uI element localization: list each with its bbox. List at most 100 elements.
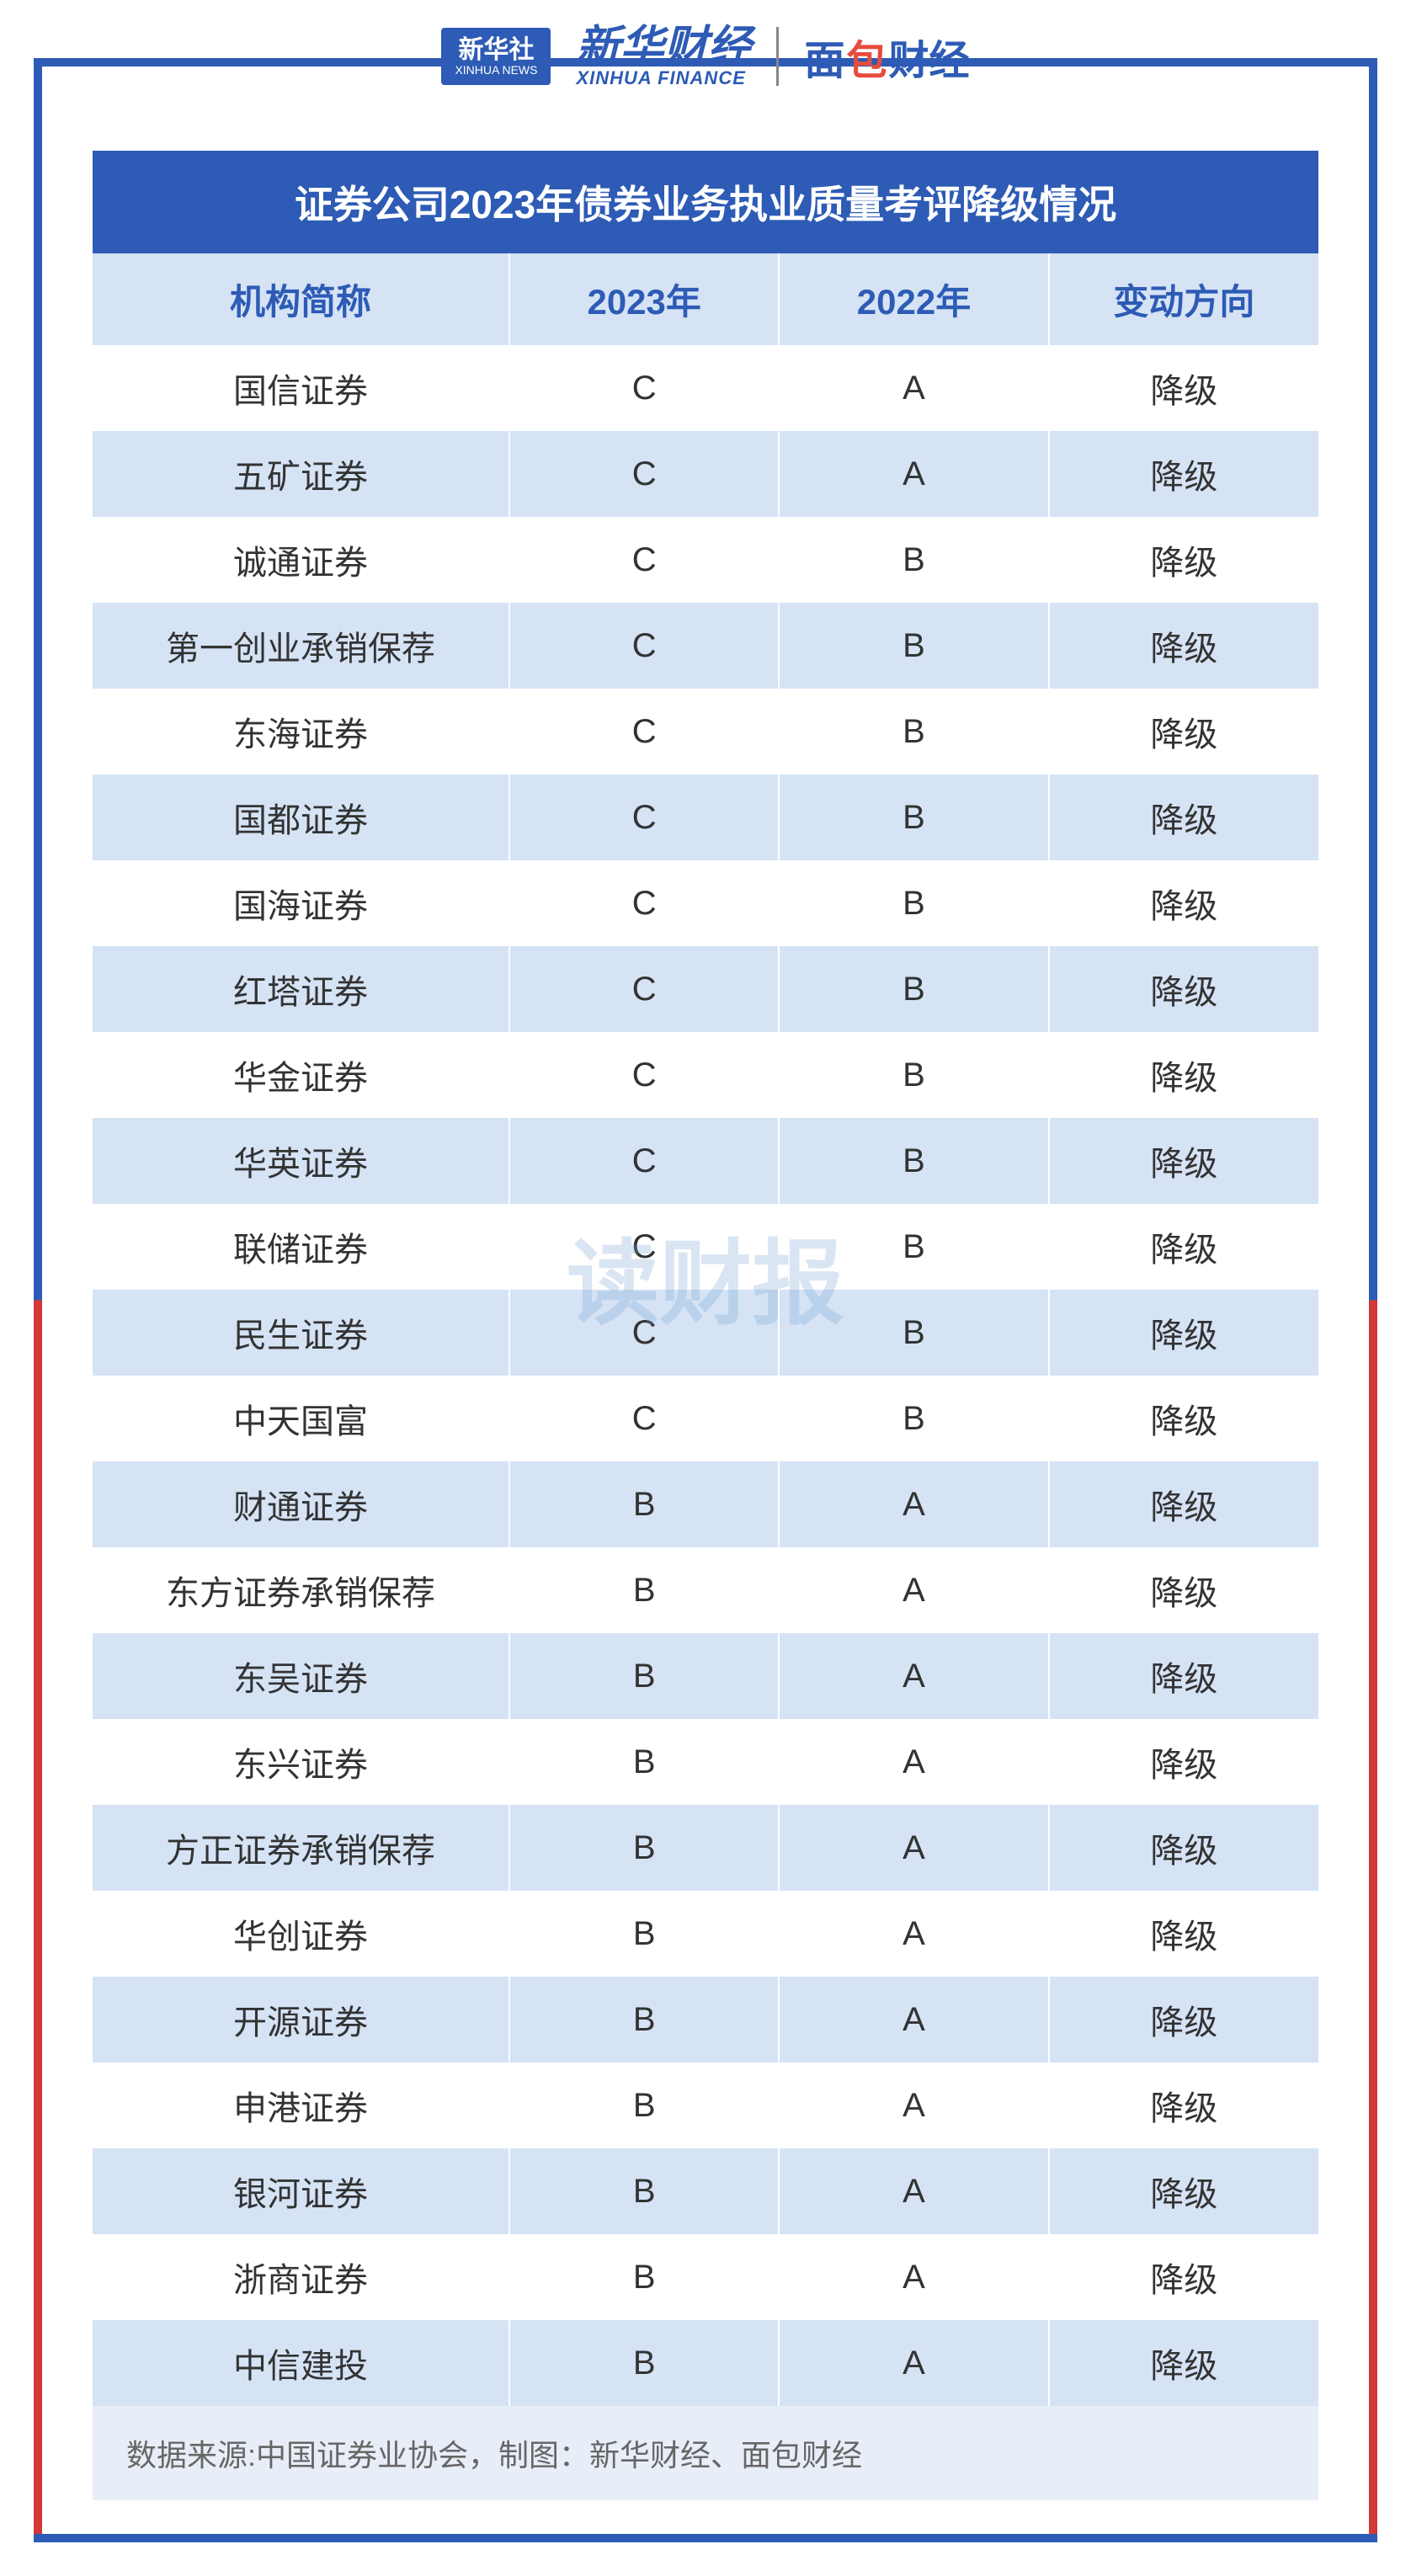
table-title: 证券公司2023年债券业务执业质量考评降级情况 [93,151,1318,253]
table-cell: B [509,2234,779,2320]
table-cell: B [509,1719,779,1805]
table-row: 中信建投BA降级 [93,2320,1318,2406]
table-cell: 降级 [1049,1547,1318,1633]
table-cell: A [779,1805,1048,1891]
table-row: 浙商证券BA降级 [93,2234,1318,2320]
table-cell: B [779,860,1048,946]
table-cell: 申港证券 [93,2062,509,2148]
table-cell: B [779,774,1048,860]
bread-char-1: 面 [804,27,844,86]
footer-note: 数据来源:中国证券业协会，制图：新华财经、面包财经 [93,2406,1318,2500]
table-cell: 中天国富 [93,1376,509,1461]
table-cell: 降级 [1049,689,1318,774]
table-cell: 民生证券 [93,1290,509,1376]
table-cell: 降级 [1049,946,1318,1032]
table-cell: 降级 [1049,431,1318,517]
table-row: 五矿证券CA降级 [93,431,1318,517]
table-cell: 五矿证券 [93,431,509,517]
table-cell: B [509,1633,779,1719]
table-cell: 国海证券 [93,860,509,946]
table-cell: C [509,1032,779,1118]
table-cell: C [509,603,779,689]
table-cell: B [509,2062,779,2148]
table-cell: B [509,1805,779,1891]
table-row: 东吴证券BA降级 [93,1633,1318,1719]
table-cell: 方正证券承销保荐 [93,1805,509,1891]
table-cell: 降级 [1049,1376,1318,1461]
table-row: 民生证券CB降级 [93,1290,1318,1376]
content-area: 读财报 证券公司2023年债券业务执业质量考评降级情况 机构简称 2023年 2 [34,67,1377,2534]
table-cell: 浙商证券 [93,2234,509,2320]
table-cell: B [509,2148,779,2234]
table-row: 申港证券BA降级 [93,2062,1318,2148]
xinhua-badge-sub: XINHUA NEWS [455,64,537,77]
table-header-row: 机构简称 2023年 2022年 变动方向 [93,253,1318,345]
table-row: 东兴证券BA降级 [93,1719,1318,1805]
table-row: 诚通证券CB降级 [93,517,1318,603]
table-cell: B [509,1461,779,1547]
table-cell: 降级 [1049,603,1318,689]
xinhua-main-text: 新华财经 [576,25,751,69]
table-cell: 降级 [1049,1461,1318,1547]
table-cell: B [779,603,1048,689]
table-cell: 降级 [1049,1290,1318,1376]
table-cell: 东方证券承销保荐 [93,1547,509,1633]
table-cell: 降级 [1049,2148,1318,2234]
table-cell: A [779,2062,1048,2148]
table-cell: A [779,1461,1048,1547]
table-cell: A [779,1633,1048,1719]
table-cell: A [779,2234,1048,2320]
table-cell: 降级 [1049,774,1318,860]
xinhua-badge-text: 新华社 [458,36,534,64]
table-cell: 红塔证券 [93,946,509,1032]
bread-char-3: 财经 [889,27,970,86]
table-cell: C [509,1376,779,1461]
table-cell: B [509,1891,779,1977]
col-header-2022: 2022年 [779,253,1048,345]
table-cell: C [509,774,779,860]
table-row: 第一创业承销保荐CB降级 [93,603,1318,689]
table-row: 国都证券CB降级 [93,774,1318,860]
table-cell: B [779,946,1048,1032]
table-cell: 财通证券 [93,1461,509,1547]
table-row: 国海证券CB降级 [93,860,1318,946]
table-cell: 华英证券 [93,1118,509,1204]
bread-finance-logo: 面 包 财经 [804,27,969,86]
table-cell: A [779,431,1048,517]
table-cell: 银河证券 [93,2148,509,2234]
table-cell: 降级 [1049,1891,1318,1977]
bread-char-2: 包 [847,27,887,86]
table-cell: A [779,2148,1048,2234]
header-logos: 新华社 XINHUA NEWS 新华财经 XINHUA FINANCE 面 包 … [0,0,1411,109]
table-cell: 诚通证券 [93,517,509,603]
table-row: 国信证券CA降级 [93,345,1318,431]
table-cell: 东海证券 [93,689,509,774]
table-cell: 降级 [1049,860,1318,946]
table-cell: C [509,1204,779,1290]
table-row: 财通证券BA降级 [93,1461,1318,1547]
table-cell: C [509,689,779,774]
table-row: 红塔证券CB降级 [93,946,1318,1032]
page-wrapper: 新华社 XINHUA NEWS 新华财经 XINHUA FINANCE 面 包 … [0,0,1411,2542]
table-cell: B [779,1204,1048,1290]
table-cell: A [779,1891,1048,1977]
table-row: 中天国富CB降级 [93,1376,1318,1461]
table-cell: B [779,1376,1048,1461]
table-cell: B [779,1290,1048,1376]
table-cell: 降级 [1049,2320,1318,2406]
logo-divider [776,27,779,86]
table-title-row: 证券公司2023年债券业务执业质量考评降级情况 [93,151,1318,253]
table-cell: 中信建投 [93,2320,509,2406]
table-cell: C [509,517,779,603]
table-cell: B [779,1118,1048,1204]
table-cell: C [509,1118,779,1204]
table-cell: 降级 [1049,1032,1318,1118]
table-cell: 降级 [1049,2062,1318,2148]
table-cell: B [779,517,1048,603]
col-header-name: 机构简称 [93,253,509,345]
table-cell: 降级 [1049,1719,1318,1805]
table-cell: B [779,1032,1048,1118]
table-cell: 降级 [1049,2234,1318,2320]
table-row: 华金证券CB降级 [93,1032,1318,1118]
col-header-2023: 2023年 [509,253,779,345]
